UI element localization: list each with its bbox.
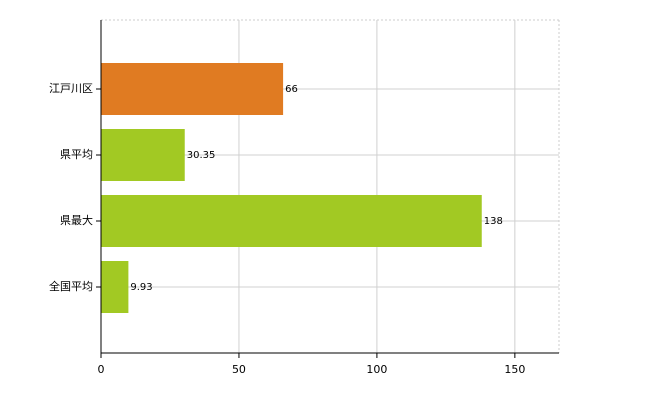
y-tick-label: 江戸川区 [49, 82, 93, 95]
y-tick-label: 県最大 [60, 213, 93, 227]
bar [101, 129, 185, 181]
data-label: 9.93 [130, 282, 152, 293]
bar [101, 261, 129, 313]
x-tick-label: 100 [366, 363, 387, 376]
bar [101, 63, 284, 115]
x-tick-label: 50 [232, 363, 246, 376]
data-label: 66 [285, 84, 298, 95]
bar [101, 195, 482, 247]
x-tick-label: 150 [504, 363, 525, 376]
y-tick-label: 県平均 [60, 148, 93, 161]
y-tick-label: 全国平均 [49, 279, 93, 293]
x-tick-label: 0 [98, 363, 105, 376]
data-label: 30.35 [187, 150, 216, 161]
data-label: 138 [484, 216, 503, 227]
